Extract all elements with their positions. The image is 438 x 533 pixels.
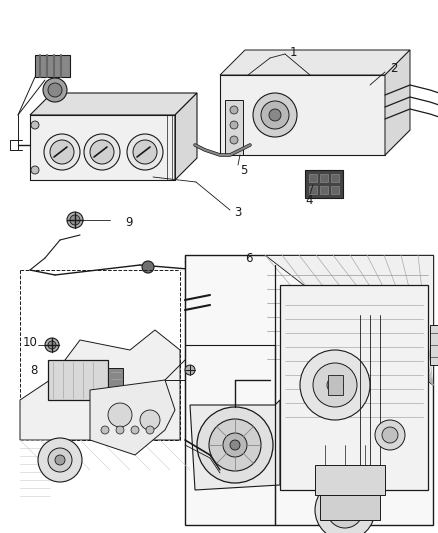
Circle shape (50, 140, 74, 164)
Bar (320, 495, 380, 520)
Text: 1: 1 (290, 45, 297, 59)
Circle shape (84, 134, 120, 170)
Circle shape (133, 140, 157, 164)
Circle shape (48, 341, 56, 349)
Bar (309, 174, 317, 182)
Circle shape (315, 480, 375, 533)
Circle shape (209, 419, 261, 471)
Polygon shape (385, 50, 410, 155)
Polygon shape (30, 115, 175, 180)
Circle shape (223, 433, 247, 457)
Circle shape (48, 83, 62, 97)
Polygon shape (265, 255, 433, 385)
Bar (430, 325, 438, 365)
Bar (309, 186, 317, 194)
Polygon shape (185, 255, 433, 525)
Polygon shape (30, 93, 197, 115)
Circle shape (48, 448, 72, 472)
Bar (328, 375, 343, 395)
Circle shape (108, 403, 132, 427)
Circle shape (67, 212, 83, 228)
Circle shape (101, 426, 109, 434)
Bar (48, 360, 108, 400)
Circle shape (31, 166, 39, 174)
Bar (35, 55, 70, 77)
Circle shape (327, 492, 363, 528)
Circle shape (375, 420, 405, 450)
Text: 5: 5 (240, 164, 247, 176)
Bar (315, 465, 385, 495)
Circle shape (230, 136, 238, 144)
Polygon shape (175, 93, 197, 180)
Text: 3: 3 (234, 206, 241, 220)
Circle shape (313, 363, 357, 407)
Polygon shape (220, 130, 410, 155)
Circle shape (230, 440, 240, 450)
Polygon shape (220, 50, 410, 75)
Circle shape (45, 338, 59, 352)
Circle shape (269, 109, 281, 121)
Text: 10: 10 (23, 335, 38, 349)
Circle shape (142, 261, 154, 273)
Text: 6: 6 (245, 252, 252, 264)
Circle shape (261, 101, 289, 129)
Text: 9: 9 (125, 215, 133, 229)
Circle shape (131, 426, 139, 434)
Circle shape (44, 134, 80, 170)
Circle shape (140, 410, 160, 430)
Bar (225, 100, 243, 155)
Circle shape (230, 106, 238, 114)
Bar (320, 186, 328, 194)
Text: 2: 2 (390, 61, 398, 75)
Circle shape (146, 426, 154, 434)
Circle shape (327, 377, 343, 393)
Bar (305, 170, 343, 198)
Circle shape (116, 426, 124, 434)
Bar (320, 174, 328, 182)
Bar (108, 368, 123, 392)
Circle shape (31, 121, 39, 129)
Circle shape (230, 121, 238, 129)
Polygon shape (20, 330, 180, 440)
Text: 8: 8 (31, 364, 38, 376)
Circle shape (382, 427, 398, 443)
Circle shape (43, 78, 67, 102)
Bar (331, 174, 339, 182)
Bar (280, 285, 428, 490)
Circle shape (90, 140, 114, 164)
Polygon shape (90, 380, 175, 455)
Circle shape (38, 438, 82, 482)
Circle shape (70, 215, 80, 225)
Circle shape (253, 93, 297, 137)
Polygon shape (190, 400, 280, 490)
Bar (331, 186, 339, 194)
Circle shape (55, 455, 65, 465)
Polygon shape (220, 75, 385, 155)
Circle shape (127, 134, 163, 170)
Circle shape (197, 407, 273, 483)
Text: 4: 4 (305, 193, 312, 206)
Circle shape (185, 365, 195, 375)
Circle shape (300, 350, 370, 420)
